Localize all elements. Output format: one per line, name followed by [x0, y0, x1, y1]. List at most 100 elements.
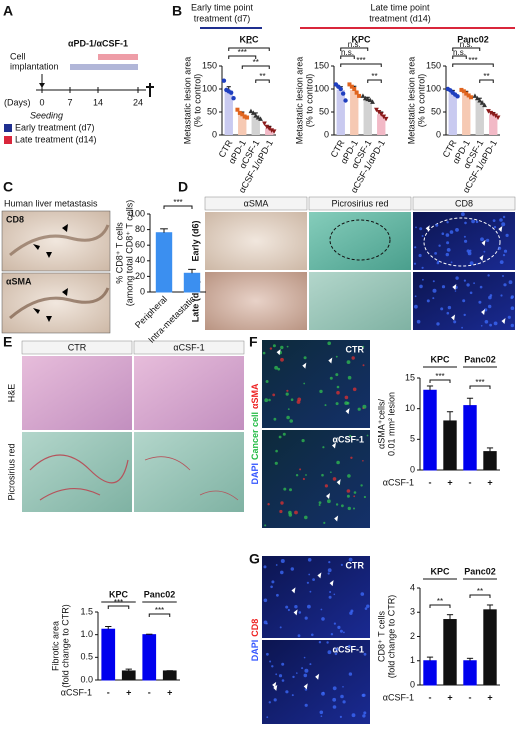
speckle	[323, 521, 326, 525]
speckle	[440, 307, 444, 311]
speckle	[330, 471, 332, 474]
speckle	[498, 246, 502, 250]
y-tick-label: 60	[135, 240, 145, 250]
speckle	[414, 246, 417, 249]
bar	[448, 92, 457, 135]
speckle	[467, 251, 472, 256]
data-point	[262, 121, 267, 126]
speckle	[292, 675, 295, 679]
speckle	[283, 487, 287, 491]
speckle	[340, 694, 344, 699]
speckle	[326, 641, 329, 644]
arrowhead	[479, 254, 484, 261]
y-tick-label: 0	[324, 129, 329, 139]
x-tick-label: +	[126, 687, 131, 697]
data-point	[231, 96, 236, 101]
micrograph	[205, 212, 307, 270]
speckle	[503, 249, 508, 253]
significance-label: ***	[475, 378, 484, 387]
data-point	[482, 102, 487, 108]
speckle	[272, 393, 276, 397]
bar	[363, 99, 372, 135]
bar	[238, 114, 247, 135]
speckle	[328, 595, 332, 599]
speckle	[416, 319, 421, 324]
significance-bracket	[429, 604, 451, 608]
speckle	[294, 510, 298, 515]
collagen-fibers	[29, 454, 129, 501]
bar	[489, 114, 498, 135]
significance-bracket	[163, 205, 193, 209]
data-point	[237, 110, 242, 115]
bar	[377, 114, 386, 135]
speckle	[340, 563, 343, 567]
speckle	[329, 591, 332, 593]
data-point	[264, 124, 270, 130]
significance-label: **	[483, 72, 489, 81]
implantation-label: implantation	[10, 61, 59, 71]
speckle	[343, 631, 345, 634]
speckle	[351, 713, 356, 718]
speckle	[335, 355, 338, 358]
arrowhead	[328, 357, 333, 364]
speckle	[362, 460, 364, 462]
data-point	[352, 87, 357, 91]
significance-bracket	[148, 613, 171, 617]
significance-label: **	[371, 72, 377, 81]
column-header-box	[204, 196, 308, 211]
speckle	[335, 402, 339, 406]
collagen-fibers	[144, 456, 239, 501]
speckle	[332, 697, 337, 702]
micrograph	[262, 430, 370, 528]
significance-bracket	[469, 594, 491, 598]
bar	[483, 451, 497, 471]
x-tick-label: +	[447, 692, 452, 702]
data-point	[464, 91, 469, 96]
y-tick-label: 100	[314, 83, 329, 93]
speckle	[461, 212, 465, 217]
stain: DAPI	[250, 463, 260, 485]
data-point	[347, 82, 352, 87]
bar	[350, 89, 359, 135]
arrowhead	[273, 684, 278, 691]
significance-bracket	[452, 47, 481, 51]
speckle	[362, 345, 365, 348]
speckle	[487, 274, 490, 277]
speckle	[332, 477, 337, 481]
y-tick-label: 2	[410, 631, 415, 641]
arrowhead	[315, 673, 320, 680]
speckle	[445, 233, 450, 237]
speckle	[312, 578, 315, 581]
arrowhead	[481, 239, 486, 246]
micrograph	[205, 272, 307, 330]
speckle	[301, 667, 304, 670]
speckle	[344, 395, 349, 400]
panel-letter: A	[3, 3, 13, 19]
speckle	[336, 385, 340, 389]
significance-label: **	[246, 40, 252, 49]
speckle	[298, 611, 302, 614]
y-axis-label: (fold change to CTR)	[60, 604, 70, 688]
y-axis-label: (% to control)	[304, 74, 314, 128]
speckle	[418, 253, 422, 258]
y-tick-label: 20	[135, 271, 145, 281]
speckle	[353, 507, 355, 510]
data-point	[493, 113, 499, 119]
significance-label: n.s.	[341, 48, 354, 57]
speckle	[478, 300, 482, 304]
y-tick-label: 40	[135, 255, 145, 265]
speckle	[327, 341, 332, 346]
speckle	[286, 415, 290, 420]
stain: αSMA	[250, 383, 260, 409]
speckle	[335, 503, 339, 506]
speckle	[464, 239, 468, 243]
speckle	[290, 567, 294, 571]
significance-bracket	[340, 55, 355, 59]
significance-label: ***	[435, 372, 444, 381]
arrowhead	[291, 587, 296, 594]
y-tick-label: 5	[410, 434, 415, 444]
speckle	[332, 705, 337, 709]
speckle	[488, 295, 492, 300]
arrowhead	[451, 314, 456, 321]
speckle	[349, 434, 352, 438]
